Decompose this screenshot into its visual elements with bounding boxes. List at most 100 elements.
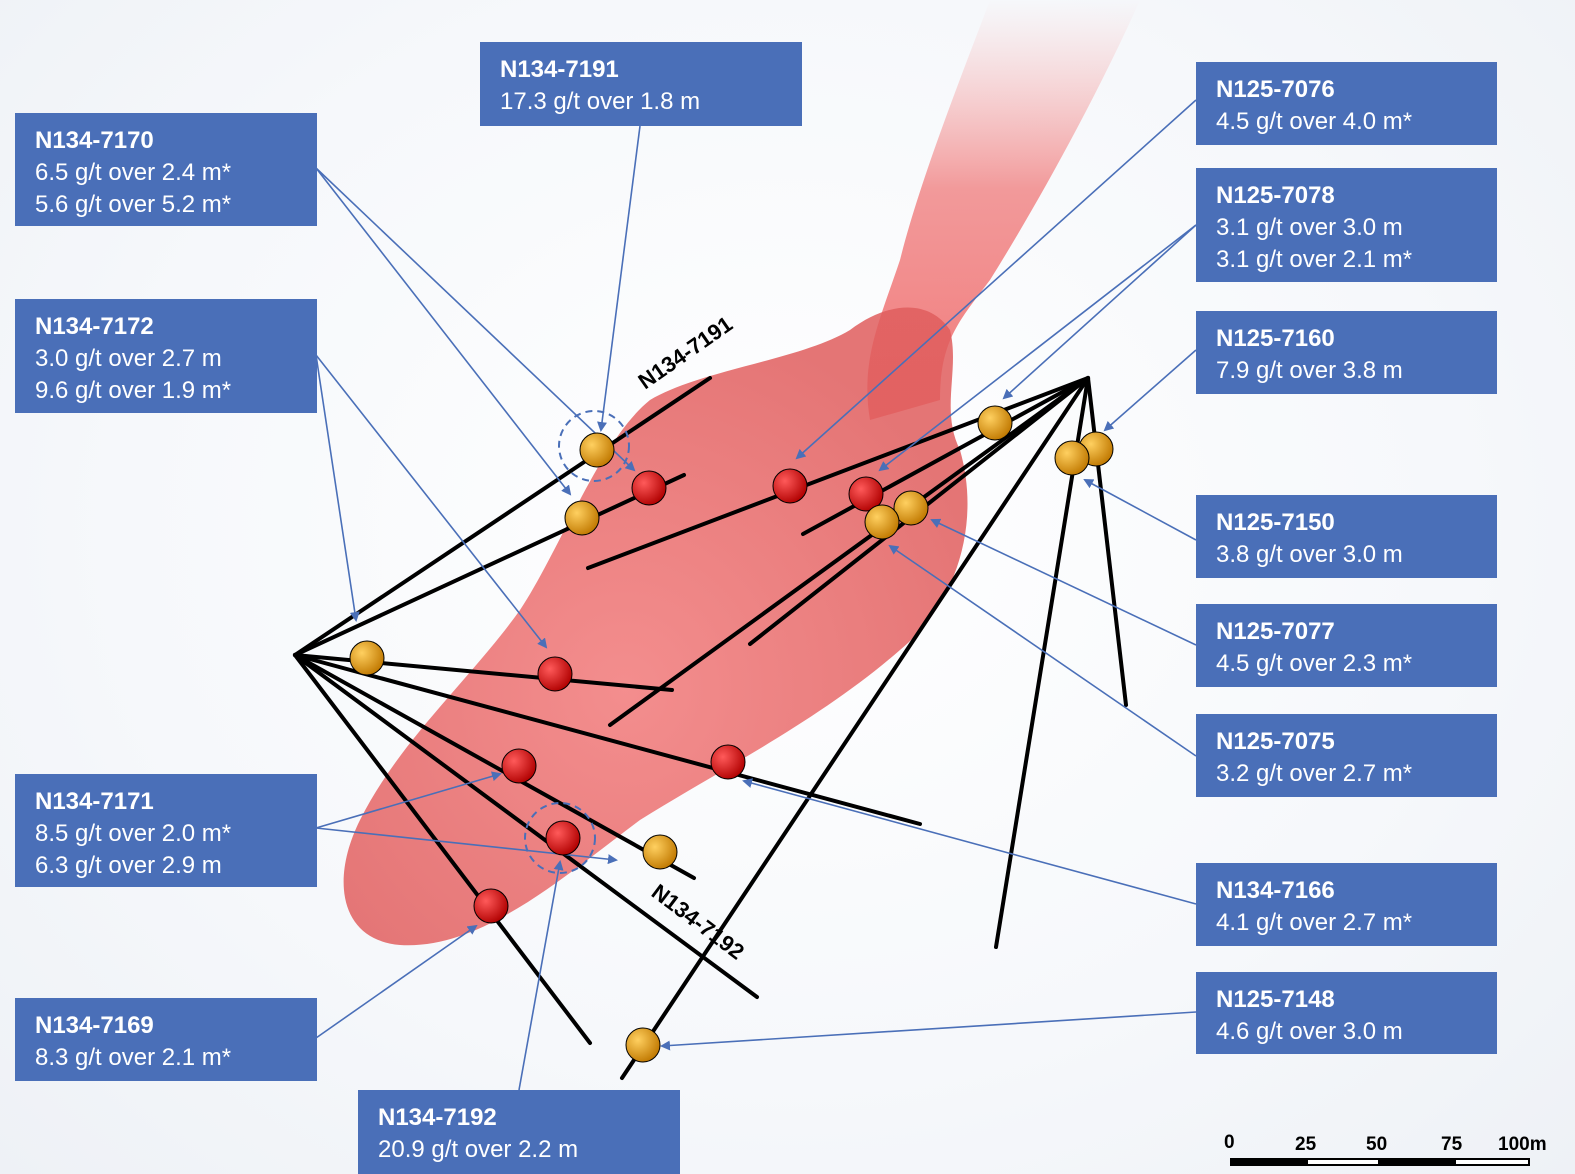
- orange-octagon-marker: [977, 405, 1013, 441]
- scale-segment: [1230, 1158, 1306, 1166]
- leader-arrow: [315, 354, 548, 649]
- leader-arrow: [315, 771, 502, 829]
- callout-n134-7171: N134-7171 8.5 g/t over 2.0 m* 6.3 g/t ov…: [15, 774, 317, 887]
- hole-id: N134-7191: [500, 56, 619, 83]
- hole-id: N125-7076: [1216, 76, 1335, 103]
- leader-arrow: [315, 167, 572, 496]
- assay-result: 6.5 g/t over 2.4 m*: [35, 159, 232, 186]
- orange-octagon-marker: [564, 500, 600, 536]
- scale-tick-100m: 100m: [1498, 1134, 1547, 1155]
- scale-tick-75: 75: [1441, 1134, 1463, 1155]
- red-octagon-marker: [545, 820, 581, 856]
- orange-octagon-marker: [579, 432, 615, 468]
- assay-result: 8.5 g/t over 2.0 m*: [35, 820, 232, 847]
- callout-n125-7160: N125-7160 7.9 g/t over 3.8 m: [1196, 311, 1497, 394]
- drill-trace: [801, 376, 1090, 536]
- leader-arrow: [660, 1011, 1197, 1051]
- leader-arrow: [795, 99, 1197, 460]
- callout-n125-7077: N125-7077 4.5 g/t over 2.3 m*: [1196, 604, 1497, 687]
- callout-n125-7076: N125-7076 4.5 g/t over 4.0 m*: [1196, 62, 1497, 145]
- callout-n134-7192: N134-7192 20.9 g/t over 2.2 m: [358, 1090, 680, 1174]
- assay-result: 4.6 g/t over 3.0 m: [1216, 1018, 1403, 1045]
- hole-id: N125-7148: [1216, 986, 1335, 1013]
- drill-trace: [608, 376, 1090, 727]
- hole-id: N125-7160: [1216, 325, 1335, 352]
- assay-result: 4.5 g/t over 2.3 m*: [1216, 650, 1413, 677]
- drill-trace: [1086, 376, 1128, 707]
- assay-result: 7.9 g/t over 3.8 m: [1216, 357, 1403, 384]
- highlight-ring-n134-7191: [558, 410, 630, 482]
- orange-octagon-marker: [893, 490, 929, 526]
- callout-n125-7075: N125-7075 3.2 g/t over 2.7 m*: [1196, 714, 1497, 797]
- drill-traces: [293, 376, 1128, 1080]
- highlight-rings: [524, 410, 630, 874]
- callout-n134-7166: N134-7166 4.1 g/t over 2.7 m*: [1196, 863, 1497, 946]
- assay-result: 8.3 g/t over 2.1 m*: [35, 1044, 232, 1071]
- scale-tick-0: 0: [1224, 1132, 1235, 1153]
- assay-result: 17.3 g/t over 1.8 m: [500, 88, 701, 115]
- leader-arrow: [315, 924, 478, 1039]
- hole-id: N134-7170: [35, 127, 154, 154]
- drill-trace: [293, 653, 592, 1045]
- scale-tick-25: 25: [1295, 1134, 1317, 1155]
- scale-segment: [1306, 1158, 1380, 1166]
- assay-result: 3.1 g/t over 3.0 m: [1216, 214, 1403, 241]
- callout-n134-7170: N134-7170 6.5 g/t over 2.4 m* 5.6 g/t ov…: [15, 113, 317, 226]
- assay-result: 3.8 g/t over 3.0 m: [1216, 541, 1403, 568]
- leader-arrow: [315, 167, 636, 472]
- leader-arrow: [1083, 479, 1197, 541]
- drill-trace: [293, 653, 922, 826]
- red-octagon-marker: [631, 470, 667, 506]
- hole-id: N125-7077: [1216, 618, 1335, 645]
- drill-trace: [293, 653, 759, 999]
- red-octagon-marker: [710, 744, 746, 780]
- scale-segment: [1380, 1158, 1454, 1166]
- hole-id: N134-7192: [378, 1104, 497, 1131]
- callout-n125-7078: N125-7078 3.1 g/t over 3.0 m 3.1 g/t ove…: [1196, 168, 1497, 282]
- leader-arrow: [878, 224, 1197, 472]
- assay-result: 3.2 g/t over 2.7 m*: [1216, 760, 1413, 787]
- orange-octagon-marker: [625, 1027, 661, 1063]
- callout-n134-7169: N134-7169 8.3 g/t over 2.1 m*: [15, 998, 317, 1081]
- orange-octagon-marker: [642, 834, 678, 870]
- assay-result: 5.6 g/t over 5.2 m*: [35, 191, 232, 218]
- hole-id: N134-7169: [35, 1012, 154, 1039]
- orebody-shape: [343, 0, 1140, 946]
- red-octagon-marker: [473, 888, 509, 924]
- red-octagon-marker: [772, 468, 808, 504]
- drill-trace: [293, 376, 712, 657]
- orange-octagon-marker: [349, 640, 385, 676]
- assay-result: 3.1 g/t over 2.1 m*: [1216, 246, 1413, 273]
- scale-tick-50: 50: [1366, 1134, 1388, 1155]
- leader-arrow: [1002, 224, 1197, 400]
- drill-trace: [293, 473, 686, 657]
- assay-result: 6.3 g/t over 2.9 m: [35, 852, 222, 879]
- assay-result: 9.6 g/t over 1.9 m*: [35, 377, 232, 404]
- hole-id: N125-7150: [1216, 509, 1335, 536]
- orange-octagon-marker: [864, 504, 900, 540]
- highlight-ring-n134-7192: [524, 802, 596, 874]
- scale-bar: 0 25 50 75 100m: [1224, 1128, 1554, 1174]
- drill-trace: [293, 653, 696, 880]
- hole-id: N125-7078: [1216, 182, 1335, 209]
- hole-id: N134-7171: [35, 788, 154, 815]
- assay-result: 3.0 g/t over 2.7 m: [35, 345, 222, 372]
- scale-segment: [1454, 1158, 1530, 1166]
- assay-result: 4.5 g/t over 4.0 m*: [1216, 108, 1413, 135]
- red-octagon-marker: [537, 656, 573, 692]
- orebody-main-lens: [343, 307, 968, 946]
- orange-octagon-marker: [1054, 440, 1090, 476]
- red-octagon-marker: [848, 476, 884, 512]
- callout-n134-7172: N134-7172 3.0 g/t over 2.7 m 9.6 g/t ove…: [15, 299, 317, 413]
- orebody-upper-pipe: [867, 0, 1140, 420]
- red-octagon-marker: [501, 748, 537, 784]
- leader-arrow: [888, 544, 1197, 757]
- callout-n125-7150: N125-7150 3.8 g/t over 3.0 m: [1196, 495, 1497, 578]
- leader-arrow: [315, 354, 360, 622]
- leader-arrow: [597, 125, 641, 432]
- leader-arrow: [930, 518, 1197, 646]
- assay-result: 4.1 g/t over 2.7 m*: [1216, 909, 1413, 936]
- callout-n134-7191: N134-7191 17.3 g/t over 1.8 m: [480, 42, 802, 126]
- leader-arrow: [1103, 349, 1197, 432]
